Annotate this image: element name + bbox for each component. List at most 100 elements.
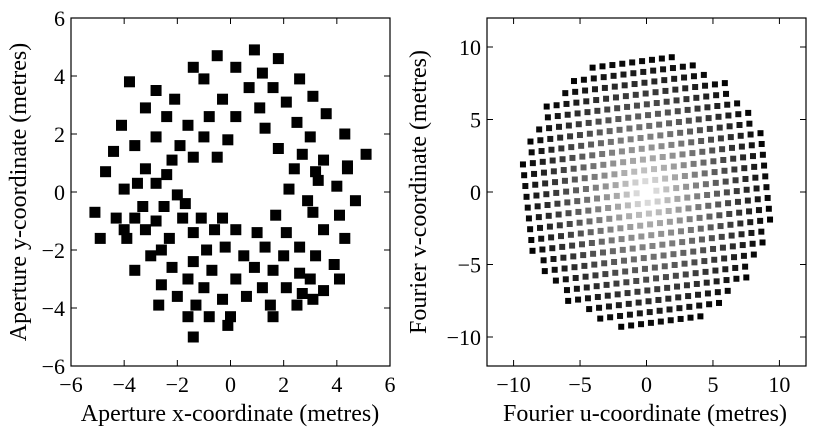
fourier-point [624, 202, 631, 209]
fourier-point [547, 135, 554, 142]
aperture-point [256, 282, 268, 294]
fourier-point [594, 293, 601, 300]
fourier-point [605, 303, 612, 310]
fourier-point [548, 234, 555, 241]
aperture-point [270, 209, 282, 221]
fourier-point [694, 193, 701, 200]
fourier-point [664, 109, 671, 116]
aperture-point [131, 177, 143, 189]
fourier-x-tick-label: 10 [768, 372, 790, 397]
fourier-point [574, 198, 581, 205]
fourier-point [617, 225, 624, 232]
fourier-point [742, 175, 749, 182]
fourier-point [624, 290, 631, 297]
fourier-point [721, 255, 728, 262]
fourier-point [683, 96, 690, 103]
aperture-x-tick-label: 2 [278, 372, 289, 397]
aperture-point [288, 163, 300, 175]
fourier-point [749, 153, 756, 160]
fourier-point [638, 233, 645, 240]
aperture-point [187, 331, 199, 343]
fourier-point [599, 63, 606, 70]
fourier-point [581, 175, 588, 182]
fourier-point [625, 114, 632, 121]
fourier-point [693, 94, 700, 101]
fourier-point [679, 63, 686, 70]
aperture-point [225, 311, 236, 323]
fourier-point [604, 106, 611, 113]
fourier-point [635, 211, 642, 218]
fourier-point [670, 251, 677, 258]
aperture-point [129, 212, 141, 224]
fourier-point [758, 228, 765, 235]
fourier-point [565, 210, 572, 217]
fourier-point [645, 298, 652, 305]
fourier-point [519, 161, 526, 168]
fourier-point [584, 196, 591, 203]
aperture-point [203, 311, 215, 323]
aperture-point [341, 160, 353, 172]
fourier-point [696, 127, 703, 134]
fourier-point [703, 93, 710, 100]
fourier-point [665, 207, 672, 214]
aperture-point [280, 227, 292, 239]
fourier-point [565, 297, 572, 304]
fourier-point [694, 105, 701, 112]
aperture-point [331, 180, 343, 192]
fourier-point [613, 192, 620, 199]
fourier-point [562, 90, 569, 97]
fourier-point [660, 252, 667, 259]
fourier-point [662, 274, 669, 281]
aperture-point [121, 232, 133, 244]
fourier-point [559, 156, 566, 163]
aperture-point [310, 250, 322, 262]
fourier-y-tick-label: 5 [470, 108, 481, 133]
fourier-point [641, 265, 648, 272]
fourier-point [591, 86, 598, 93]
aperture-point [209, 224, 221, 236]
fourier-point [742, 263, 749, 270]
fourier-point [659, 241, 666, 248]
fourier-point [679, 151, 686, 158]
fourier-point [626, 213, 633, 220]
fourier-point [676, 305, 683, 312]
fourier-point [696, 214, 703, 221]
fourier-point [521, 172, 528, 179]
fourier-point [705, 202, 712, 209]
fourier-point [638, 145, 645, 152]
fourier-point [647, 319, 654, 326]
fourier-point [754, 196, 761, 203]
fourier-point [710, 245, 717, 252]
aperture-point [333, 273, 345, 285]
fourier-point [596, 129, 603, 136]
fourier-point [759, 151, 766, 158]
fourier-point [656, 307, 663, 314]
fourier-point [723, 277, 730, 284]
fourier-point [553, 189, 560, 196]
fourier-point [630, 70, 637, 77]
fourier-point [644, 199, 651, 206]
aperture-point [187, 227, 199, 239]
fourier-point [740, 154, 747, 161]
fourier-point [549, 157, 556, 164]
fourier-point [589, 64, 596, 71]
fourier-point [713, 92, 720, 99]
fourier-point [609, 248, 616, 255]
fourier-point [603, 194, 610, 201]
fourier-point [552, 277, 559, 284]
fourier-point [643, 189, 650, 195]
fourier-point [712, 267, 719, 274]
fourier-point [627, 223, 634, 230]
fourier-point [618, 148, 625, 155]
fourier-point [662, 175, 669, 182]
fourier-point [611, 258, 618, 265]
fourier-point [651, 78, 658, 85]
aperture-point [198, 282, 210, 294]
fourier-point [563, 188, 570, 195]
aperture-point [264, 299, 276, 311]
fourier-point [674, 283, 681, 290]
fourier-point [733, 188, 740, 195]
fourier-point [686, 303, 693, 310]
fourier-point [735, 111, 742, 118]
fourier-point [654, 110, 661, 117]
